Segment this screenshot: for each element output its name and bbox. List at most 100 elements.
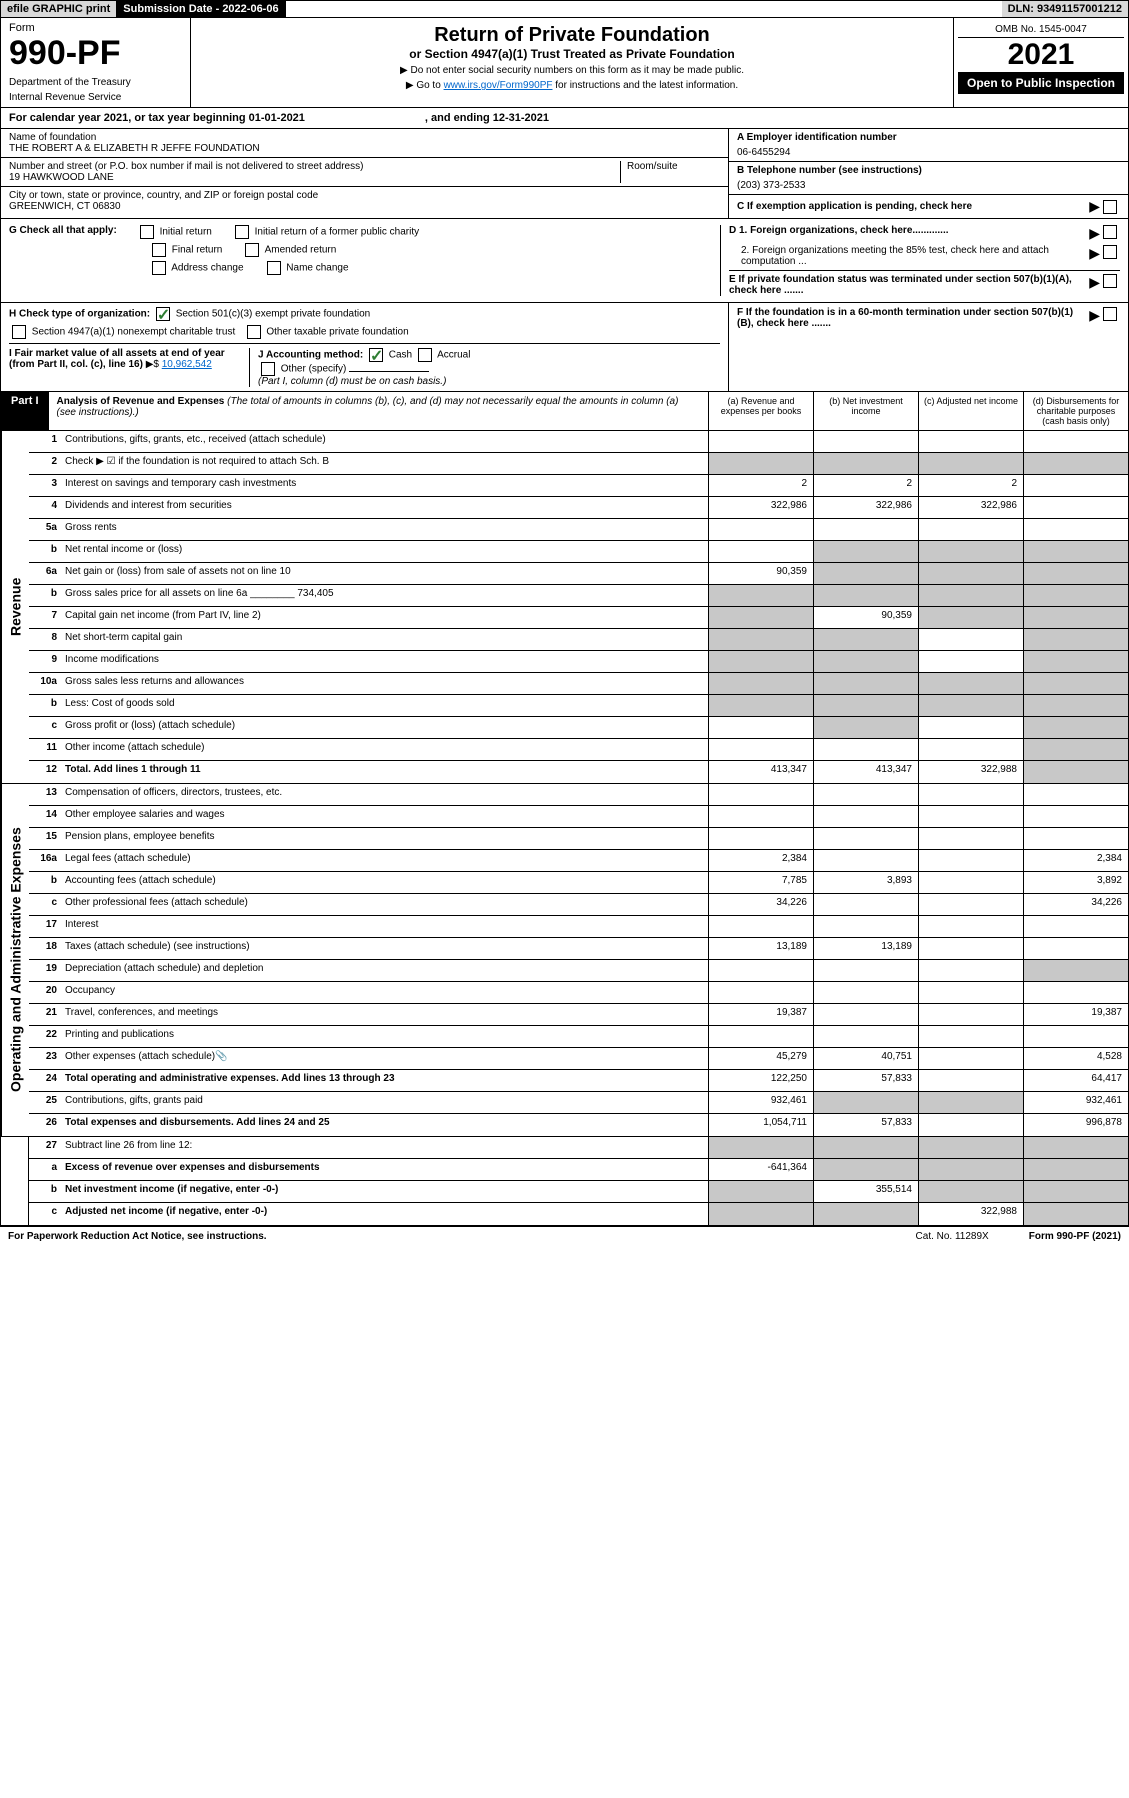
value-cell: [813, 695, 918, 716]
value-cell: [1023, 497, 1128, 518]
table-row: bNet investment income (if negative, ent…: [29, 1181, 1128, 1203]
value-cell: [1023, 761, 1128, 783]
501c3-checkbox[interactable]: [156, 307, 170, 321]
value-cell: [708, 607, 813, 628]
part-label: Part I: [1, 392, 49, 430]
efile-label[interactable]: efile GRAPHIC print: [1, 1, 117, 17]
value-cell: [708, 585, 813, 606]
value-cell: [813, 806, 918, 827]
value-cell: [1023, 563, 1128, 584]
table-row: bAccounting fees (attach schedule)7,7853…: [29, 872, 1128, 894]
value-cell: [813, 1159, 918, 1180]
table-row: 7Capital gain net income (from Part IV, …: [29, 607, 1128, 629]
value-cell: 2: [918, 475, 1023, 496]
value-cell: [1023, 453, 1128, 474]
value-cell: [813, 453, 918, 474]
value-cell: [708, 828, 813, 849]
value-cell: [813, 1203, 918, 1225]
value-cell: [918, 1181, 1023, 1202]
value-cell: [918, 938, 1023, 959]
value-cell: [813, 1026, 918, 1047]
value-cell: [708, 629, 813, 650]
bottom-section: 27Subtract line 26 from line 12:aExcess …: [0, 1137, 1129, 1226]
initial-checkbox[interactable]: [140, 225, 154, 239]
table-row: 5aGross rents: [29, 519, 1128, 541]
fmv-link[interactable]: 10,962,542: [162, 359, 212, 370]
g-label: G Check all that apply:: [9, 225, 117, 239]
value-cell: [918, 872, 1023, 893]
other-taxable-checkbox[interactable]: [247, 325, 261, 339]
value-cell: [708, 784, 813, 805]
address-change-checkbox[interactable]: [152, 261, 166, 275]
value-cell: [918, 563, 1023, 584]
value-cell: [813, 894, 918, 915]
revenue-label: Revenue: [1, 431, 29, 783]
initial-former-checkbox[interactable]: [235, 225, 249, 239]
value-cell: [708, 739, 813, 760]
value-cell: 57,833: [813, 1114, 918, 1136]
value-cell: [918, 806, 1023, 827]
value-cell: [813, 563, 918, 584]
phone: (203) 373-2533: [737, 180, 1120, 191]
value-cell: [918, 784, 1023, 805]
table-row: 3Interest on savings and temporary cash …: [29, 475, 1128, 497]
value-cell: 413,347: [813, 761, 918, 783]
value-cell: 34,226: [708, 894, 813, 915]
value-cell: [813, 717, 918, 738]
col-a-header: (a) Revenue and expenses per books: [708, 392, 813, 430]
value-cell: [813, 673, 918, 694]
value-cell: [1023, 806, 1128, 827]
value-cell: [918, 960, 1023, 981]
value-cell: [708, 541, 813, 562]
table-row: bLess: Cost of goods sold: [29, 695, 1128, 717]
form-header: Form 990-PF Department of the Treasury I…: [0, 18, 1129, 108]
table-row: 17Interest: [29, 916, 1128, 938]
form-number: 990-PF: [9, 34, 182, 73]
c-checkbox[interactable]: [1103, 200, 1117, 214]
value-cell: [813, 541, 918, 562]
topbar: efile GRAPHIC print Submission Date - 20…: [0, 0, 1129, 18]
f-checkbox[interactable]: [1103, 307, 1117, 321]
section-g-h: G Check all that apply: Initial return I…: [0, 219, 1129, 303]
attachment-icon[interactable]: 📎: [215, 1051, 227, 1062]
value-cell: [918, 739, 1023, 760]
name-change-checkbox[interactable]: [267, 261, 281, 275]
value-cell: [708, 1203, 813, 1225]
value-cell: 90,359: [708, 563, 813, 584]
e-checkbox[interactable]: [1103, 274, 1117, 288]
value-cell: [1023, 1026, 1128, 1047]
ein-label: A Employer identification number: [737, 132, 1120, 143]
value-cell: [708, 916, 813, 937]
value-cell: [918, 607, 1023, 628]
calendar-year-row: For calendar year 2021, or tax year begi…: [0, 108, 1129, 129]
other-method-checkbox[interactable]: [261, 362, 275, 376]
value-cell: [813, 982, 918, 1003]
irs-link[interactable]: www.irs.gov/Form990PF: [444, 80, 553, 91]
value-cell: [918, 1026, 1023, 1047]
col-b-header: (b) Net investment income: [813, 392, 918, 430]
value-cell: 19,387: [1023, 1004, 1128, 1025]
expenses-label: Operating and Administrative Expenses: [1, 784, 29, 1136]
d2-checkbox[interactable]: [1103, 245, 1117, 259]
cash-checkbox[interactable]: [369, 348, 383, 362]
4947-checkbox[interactable]: [12, 325, 26, 339]
form-subtitle: or Section 4947(a)(1) Trust Treated as P…: [197, 47, 947, 61]
d1-checkbox[interactable]: [1103, 225, 1117, 239]
value-cell: [708, 717, 813, 738]
tax-year: 2021: [958, 38, 1124, 72]
value-cell: [708, 673, 813, 694]
value-cell: 322,986: [708, 497, 813, 518]
final-checkbox[interactable]: [152, 243, 166, 257]
section-h-i-j: H Check type of organization: Section 50…: [0, 303, 1129, 392]
amended-checkbox[interactable]: [245, 243, 259, 257]
value-cell: [918, 916, 1023, 937]
value-cell: [918, 1092, 1023, 1113]
table-row: 27Subtract line 26 from line 12:: [29, 1137, 1128, 1159]
value-cell: [1023, 431, 1128, 452]
value-cell: [918, 1114, 1023, 1136]
table-row: cGross profit or (loss) (attach schedule…: [29, 717, 1128, 739]
accrual-checkbox[interactable]: [418, 348, 432, 362]
value-cell: [1023, 541, 1128, 562]
value-cell: [918, 695, 1023, 716]
table-row: 4Dividends and interest from securities3…: [29, 497, 1128, 519]
